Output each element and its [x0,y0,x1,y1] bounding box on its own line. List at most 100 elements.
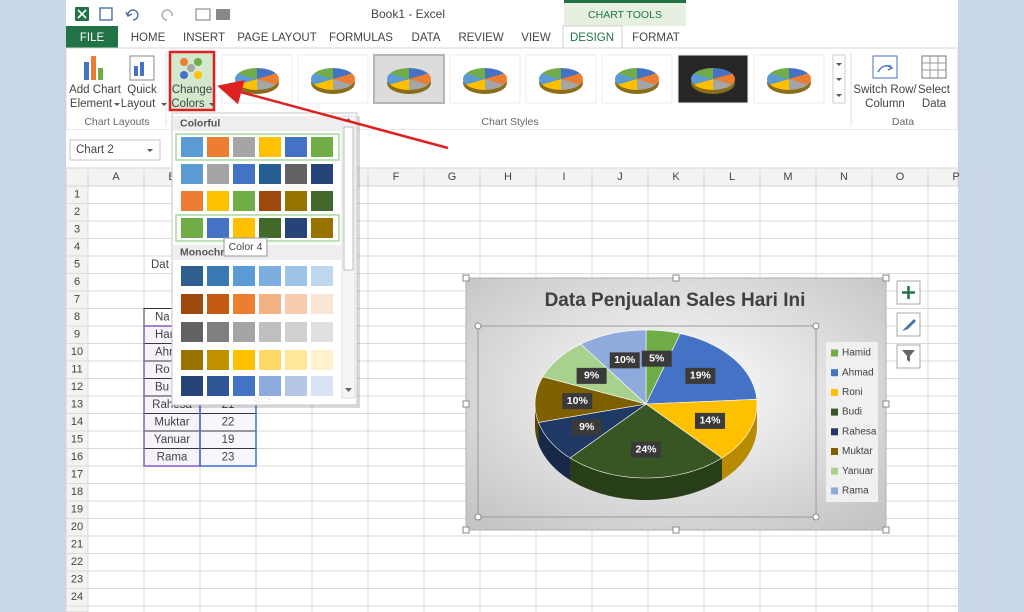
ribbon-button-label[interactable]: Element [70,98,113,110]
cell-number: 22 [222,416,235,428]
color-swatch[interactable] [311,137,333,157]
save-icon[interactable] [99,7,113,21]
color-swatch[interactable] [259,376,281,396]
resize-handle[interactable] [672,526,680,534]
resize-handle[interactable] [672,274,680,282]
menu-scroll-thumb[interactable] [343,126,354,271]
color-swatch[interactable] [233,137,255,157]
color-swatch[interactable] [285,322,307,342]
color-swatch[interactable] [207,218,229,238]
color-swatch[interactable] [259,218,281,238]
color-swatch[interactable] [285,164,307,184]
color-swatch[interactable] [207,191,229,211]
color-swatch[interactable] [259,137,281,157]
add-element-icon [91,56,96,80]
color-swatch[interactable] [181,191,203,211]
tab-label[interactable]: FORMAT [632,32,680,44]
tab-label[interactable]: DESIGN [570,32,614,44]
resize-handle[interactable] [882,400,890,408]
color-swatch[interactable] [311,218,333,238]
color-swatch[interactable] [233,164,255,184]
color-swatch[interactable] [207,164,229,184]
resize-handle[interactable] [882,526,890,534]
qa-icon[interactable] [216,9,230,20]
color-swatch[interactable] [285,218,307,238]
switch-arrow [877,64,894,73]
color-swatch[interactable] [285,350,307,370]
color-swatch[interactable] [311,376,333,396]
tab-label[interactable]: FORMULAS [329,32,393,44]
cell-text: Dat [151,259,170,271]
redo-icon[interactable] [161,9,173,21]
color-swatch[interactable] [207,266,229,286]
tab-label[interactable]: INSERT [183,32,225,44]
color-swatch[interactable] [233,191,255,211]
color-swatch[interactable] [311,164,333,184]
resize-handle[interactable] [462,526,470,534]
tab-label[interactable]: VIEW [521,32,551,44]
color-swatch[interactable] [233,350,255,370]
ribbon-button-label[interactable]: Layout [121,98,156,110]
color-swatch[interactable] [181,294,203,314]
color-swatch[interactable] [311,191,333,211]
color-swatch[interactable] [259,350,281,370]
color-swatch[interactable] [259,322,281,342]
color-swatch[interactable] [311,322,333,342]
tab-label[interactable]: HOME [131,32,166,44]
color-swatch[interactable] [259,266,281,286]
color-swatch[interactable] [259,164,281,184]
file-tab[interactable] [66,26,118,48]
ribbon-button-label[interactable]: Colors [171,98,204,110]
color-swatch[interactable] [311,350,333,370]
resize-handle[interactable] [462,400,470,408]
qa-icon[interactable] [195,8,211,21]
color-swatch[interactable] [259,191,281,211]
name-box[interactable] [69,139,161,161]
scroll-down[interactable] [345,388,352,392]
palette-row-highlight[interactable] [175,133,340,161]
ribbon-button-label[interactable]: Add Chart [69,84,122,96]
select-data-grid [922,56,946,78]
color-swatch[interactable] [181,322,203,342]
tab-label[interactable]: PAGE LAYOUT [237,32,316,44]
color-swatch[interactable] [181,350,203,370]
color-swatch[interactable] [285,376,307,396]
ribbon-button-label[interactable]: Data [922,98,947,110]
color-swatch[interactable] [181,266,203,286]
row-header: 24 [71,591,83,603]
color-swatch[interactable] [233,218,255,238]
color-swatch[interactable] [207,322,229,342]
color-swatch[interactable] [233,322,255,342]
color-swatch[interactable] [207,376,229,396]
color-swatch[interactable] [285,266,307,286]
color-swatch[interactable] [311,294,333,314]
undo-icon[interactable] [125,9,139,21]
ribbon-button-label[interactable]: Quick [127,84,157,96]
tab-label[interactable]: REVIEW [458,32,504,44]
tab-label[interactable]: DATA [412,32,441,44]
color-swatch[interactable] [233,294,255,314]
ribbon-button-label[interactable]: Column [865,98,905,110]
change-colors-bg[interactable] [171,53,213,109]
color-swatch[interactable] [207,294,229,314]
color-swatch[interactable] [181,376,203,396]
color-swatch[interactable] [181,218,203,238]
color-swatch[interactable] [233,376,255,396]
color-swatch[interactable] [181,137,203,157]
color-swatch[interactable] [181,164,203,184]
color-swatch[interactable] [285,294,307,314]
color-swatch[interactable] [233,266,255,286]
color-swatch[interactable] [259,294,281,314]
ribbon-button-label[interactable]: Change [172,84,212,96]
color-swatch[interactable] [285,137,307,157]
ribbon-button-label[interactable]: Select [918,84,951,96]
color-swatch[interactable] [311,266,333,286]
color-dot [194,58,202,66]
color-swatch[interactable] [285,191,307,211]
color-swatch[interactable] [207,137,229,157]
color-swatch[interactable] [207,350,229,370]
resize-handle[interactable] [462,274,470,282]
file-tab-label[interactable]: FILE [80,32,105,44]
resize-handle[interactable] [882,274,890,282]
ribbon-button-label[interactable]: Switch Row/ [853,84,917,96]
